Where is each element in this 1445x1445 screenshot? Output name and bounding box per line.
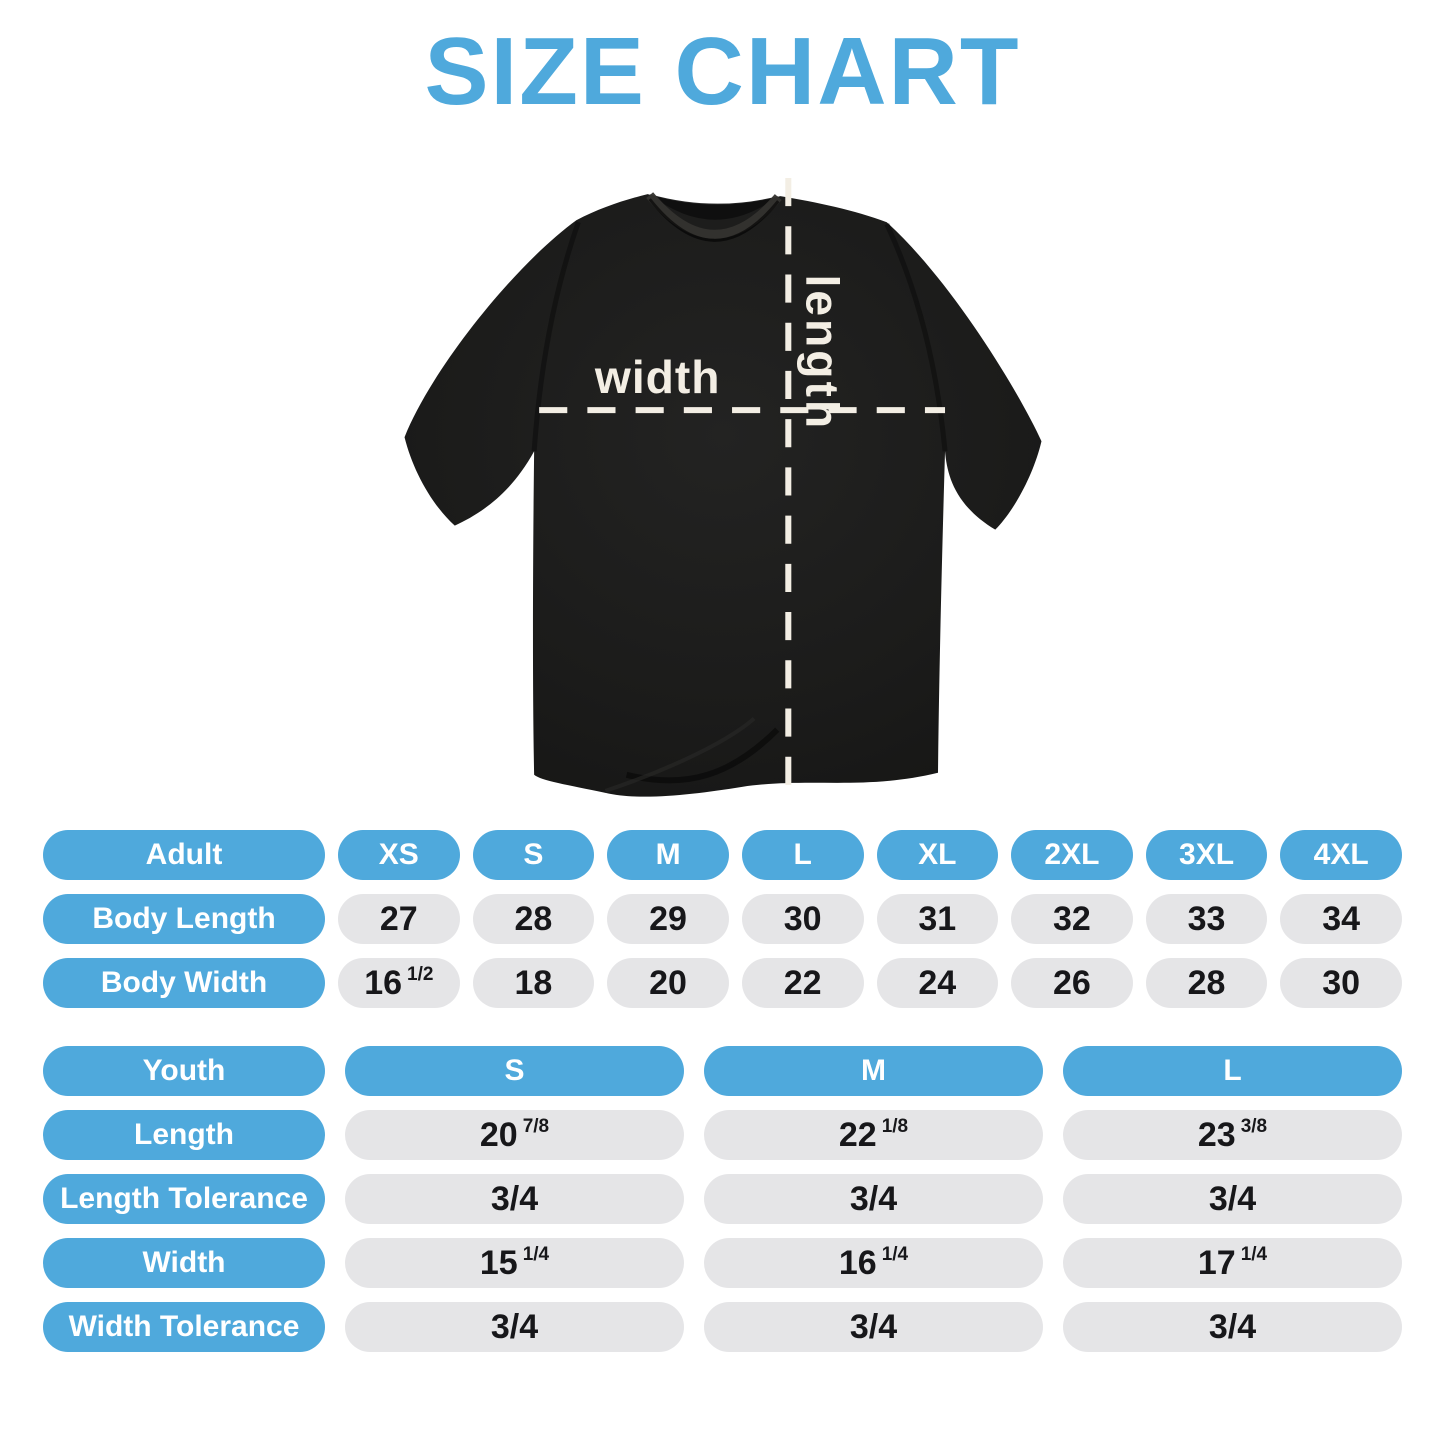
row-header-pill: Body Width	[43, 958, 325, 1008]
value-whole: 16	[838, 1243, 877, 1282]
value-whole: 15	[479, 1243, 518, 1282]
size-column-pill: L	[1063, 1046, 1402, 1096]
size-value-cell: 17 1/4	[1063, 1238, 1402, 1288]
size-value-cell: 3/4	[1063, 1174, 1402, 1224]
size-tables: Adult XS S M L XL 2XL 3XL 4XL Body Length 27 28 29 30…	[43, 830, 1402, 1352]
size-value-cell: 32	[1011, 894, 1133, 944]
size-value-cell: 16 1/4	[704, 1238, 1043, 1288]
tshirt-shape	[404, 194, 1042, 797]
size-value-cell: 3/4	[345, 1302, 684, 1352]
youth-size-table: Youth S M L Length 20 7/8 22 1/8 23 3/8 Length Tole…	[43, 1046, 1402, 1352]
width-label: width	[594, 351, 721, 403]
page-title: SIZE CHART	[424, 18, 1021, 125]
size-value-cell: 31	[876, 894, 999, 944]
value-fraction: 1/8	[881, 1116, 909, 1137]
size-column-pill: M	[704, 1046, 1043, 1096]
size-value-cell: 30	[1280, 958, 1402, 1008]
size-value-cell: 29	[607, 894, 729, 944]
value-fraction: 1/4	[1240, 1244, 1268, 1265]
collar-band	[646, 192, 782, 239]
seam-shadow-right	[884, 223, 948, 452]
table-header-pill: Adult	[43, 830, 325, 880]
size-column-pill: S	[345, 1046, 684, 1096]
tshirt-illustration: width length	[404, 178, 1042, 797]
size-value-cell: 23 3/8	[1063, 1110, 1402, 1160]
size-value-cell: 20 7/8	[345, 1110, 684, 1160]
value-fraction: 7/8	[522, 1116, 550, 1137]
value-fraction: 3/8	[1240, 1116, 1268, 1137]
size-value-cell: 28	[1145, 958, 1268, 1008]
value-whole: 23	[1197, 1115, 1236, 1154]
value-whole: 22	[838, 1115, 877, 1154]
value-fraction: 1/4	[522, 1244, 550, 1265]
size-value-cell: 33	[1145, 894, 1268, 944]
row-header-pill: Body Length	[43, 894, 325, 944]
size-value-cell: 3/4	[704, 1174, 1043, 1224]
size-value-cell: 3/4	[1063, 1302, 1402, 1352]
row-header-pill: Width Tolerance	[43, 1302, 325, 1352]
size-value-cell: 18	[472, 958, 595, 1008]
size-value-cell: 16 1/2	[338, 958, 460, 1008]
size-value-cell: 27	[338, 894, 460, 944]
row-header-pill: Width	[43, 1238, 325, 1288]
size-column-pill: M	[607, 830, 729, 880]
size-value-cell: 3/4	[704, 1302, 1043, 1352]
collar-inside	[649, 194, 779, 220]
size-value-cell: 26	[1011, 958, 1133, 1008]
length-label: length	[796, 274, 848, 431]
value-whole: 17	[1197, 1243, 1236, 1282]
value-whole: 20	[479, 1115, 518, 1154]
size-value-cell: 20	[607, 958, 729, 1008]
size-column-pill: 4XL	[1280, 830, 1402, 880]
row-header-pill: Length Tolerance	[43, 1174, 325, 1224]
size-value-cell: 22 1/8	[704, 1110, 1043, 1160]
seam-shadow-left	[531, 221, 581, 452]
hem-wrinkle	[625, 727, 780, 784]
size-column-pill: XS	[338, 830, 460, 880]
hem-wrinkle-highlight	[604, 717, 756, 793]
value-fraction: 1/2	[407, 964, 434, 985]
size-value-cell: 24	[876, 958, 999, 1008]
table-header-pill: Youth	[43, 1046, 325, 1096]
size-value-cell: 15 1/4	[345, 1238, 684, 1288]
size-value-cell: 22	[741, 958, 864, 1008]
size-column-pill: S	[472, 830, 595, 880]
size-value-cell: 28	[472, 894, 595, 944]
collar-band-shadow	[648, 198, 780, 242]
tshirt-measurement-diagram: width length	[390, 172, 1054, 820]
size-column-pill: 3XL	[1145, 830, 1268, 880]
size-column-pill: XL	[876, 830, 999, 880]
size-column-pill: 2XL	[1011, 830, 1133, 880]
size-value-cell: 30	[741, 894, 864, 944]
value-whole: 16	[364, 963, 403, 1002]
adult-size-table: Adult XS S M L XL 2XL 3XL 4XL Body Length 27 28 29 30…	[43, 830, 1402, 1008]
size-value-cell: 3/4	[345, 1174, 684, 1224]
size-value-cell: 34	[1280, 894, 1402, 944]
size-column-pill: L	[741, 830, 864, 880]
value-fraction: 1/4	[881, 1244, 909, 1265]
row-header-pill: Length	[43, 1110, 325, 1160]
